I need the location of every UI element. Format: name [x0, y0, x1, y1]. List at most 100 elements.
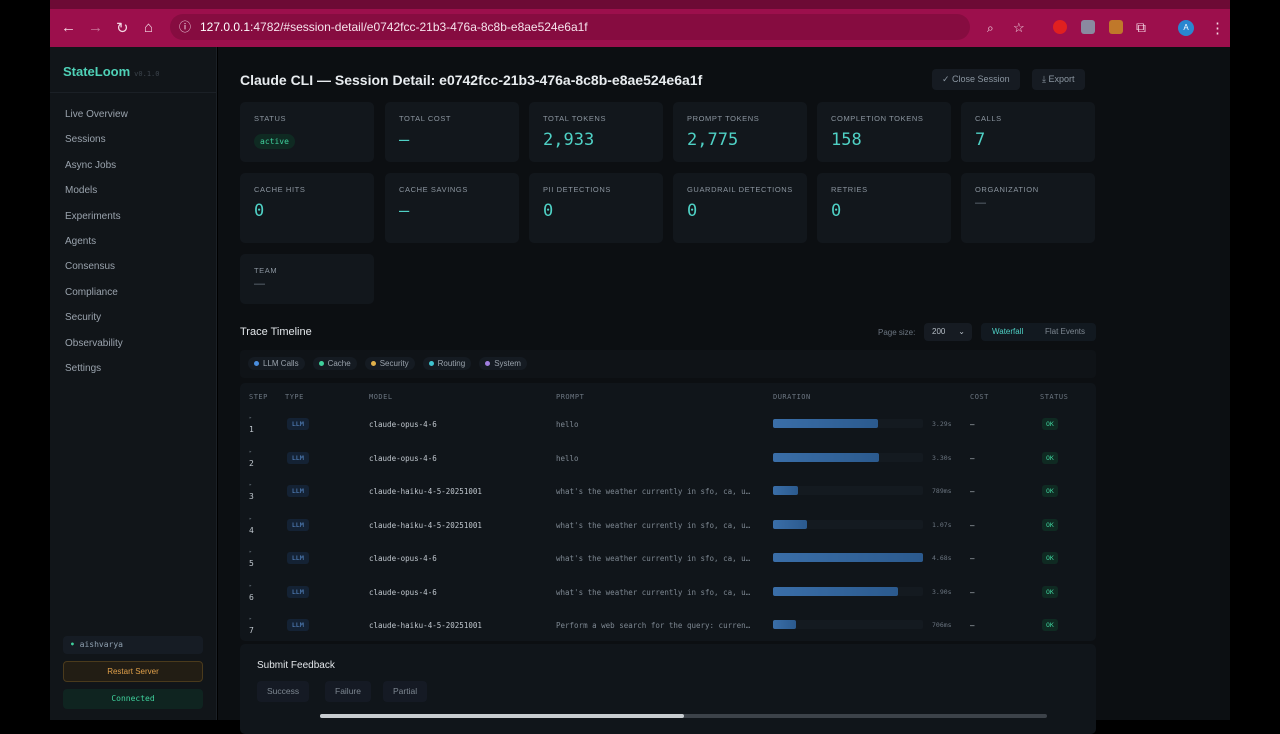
- feedback-success-button[interactable]: Success: [257, 681, 310, 702]
- stat-value: 0: [543, 201, 554, 221]
- expand-icon[interactable]: ▸: [249, 549, 253, 555]
- sidebar-item-live-overview[interactable]: Live Overview: [65, 109, 128, 120]
- column-header-duration: DURATION: [773, 393, 811, 401]
- sidebar-item-compliance[interactable]: Compliance: [65, 286, 118, 298]
- model-name: claude-haiku-4-5-20251001: [369, 621, 482, 630]
- table-row[interactable]: ▸ 2 LLM claude-opus-4-6 hello 3.30s — OK: [240, 444, 1096, 477]
- extension-icon[interactable]: [1109, 20, 1123, 34]
- stat-card-calls: CALLS 7: [961, 102, 1095, 162]
- expand-icon[interactable]: ▸: [249, 448, 253, 455]
- restart-server-button[interactable]: Restart Server: [63, 661, 203, 682]
- export-button[interactable]: ⤓ Export: [1032, 69, 1085, 90]
- tab-flat-events[interactable]: Flat Events: [1045, 327, 1086, 336]
- stat-card-completion-tokens: COMPLETION TOKENS 158: [817, 102, 951, 162]
- profile-avatar[interactable]: A: [1178, 20, 1194, 36]
- type-badge: LLM: [287, 485, 309, 497]
- duration-bar-fill: [773, 486, 799, 495]
- page-title: Claude CLI — Session Detail: e0742fcc-21…: [240, 72, 703, 88]
- sidebar-item-agents[interactable]: Agents: [65, 235, 97, 247]
- status-badge: OK: [1042, 552, 1058, 564]
- sidebar-item-sessions[interactable]: Sessions: [65, 134, 106, 146]
- info-icon: ⓘ: [179, 20, 192, 34]
- duration-bar-fill: [773, 586, 898, 596]
- user-name: aishvarya: [79, 640, 123, 649]
- score-slider[interactable]: [320, 714, 1047, 718]
- legend-system[interactable]: System: [479, 357, 527, 370]
- table-row[interactable]: ▸ 4 LLM claude-haiku-4-5-20251001 what's the…: [240, 511, 1096, 544]
- url-host: 127.0.0.1: [200, 20, 251, 34]
- zoom-icon[interactable]: ⌕: [987, 21, 994, 35]
- expand-icon[interactable]: ▸: [249, 515, 253, 522]
- version: v0.1.0: [134, 70, 160, 78]
- legend-security[interactable]: Security: [364, 357, 415, 370]
- prompt-text: hello: [556, 420, 579, 429]
- sidebar-item-settings[interactable]: Settings: [65, 362, 102, 374]
- page-size-select[interactable]: 200 ⌄: [924, 323, 972, 341]
- back-icon[interactable]: ←: [61, 19, 76, 36]
- stat-card-prompt-tokens: PROMPT TOKENS 2,775: [673, 102, 807, 162]
- forward-icon[interactable]: →: [88, 19, 103, 36]
- stat-value: —: [254, 278, 265, 290]
- duration-bar-track: [773, 586, 923, 596]
- reload-icon[interactable]: ↻: [116, 20, 129, 37]
- type-badge: LLM: [287, 552, 309, 564]
- legend-dot: [485, 361, 491, 366]
- table-row[interactable]: ▸ 1 LLM claude-opus-4-6 hello 3.29s — OK: [240, 410, 1096, 443]
- tab-waterfall[interactable]: Waterfall: [992, 327, 1024, 336]
- cost-value: —: [970, 453, 975, 463]
- expand-icon[interactable]: ▸: [249, 616, 253, 622]
- status-badge: OK: [1042, 619, 1058, 631]
- duration-value: 3.29s: [932, 420, 952, 428]
- legend-cache[interactable]: Cache: [312, 357, 357, 370]
- sidebar-item-async-jobs[interactable]: Async Jobs: [65, 159, 117, 171]
- stat-value: 0: [254, 201, 265, 221]
- table-row[interactable]: ▸ 6 LLM claude-opus-4-6 what's the weather c…: [240, 578, 1096, 611]
- legend-routing[interactable]: Routing: [422, 357, 472, 370]
- duration-bar-track: [773, 452, 923, 462]
- table-row[interactable]: ▸ 7 LLM claude-haiku-4-5-20251001 Perform a …: [240, 611, 1096, 644]
- model-name: claude-opus-4-6: [369, 554, 437, 563]
- legend-label: Security: [379, 359, 409, 368]
- stat-label: TEAM: [254, 266, 278, 275]
- legend-dot: [318, 361, 324, 366]
- stat-value: 0: [687, 201, 698, 221]
- feedback-partial-button[interactable]: Partial: [383, 681, 428, 702]
- stat-card-cache-savings: CACHE SAVINGS —: [385, 173, 519, 243]
- expand-icon[interactable]: ▸: [249, 582, 253, 589]
- legend-llm-calls[interactable]: LLM Calls: [248, 357, 305, 370]
- table-row[interactable]: ▸ 5 LLM claude-opus-4-6 what's the weather c…: [240, 544, 1096, 577]
- sidebar-item-experiments[interactable]: Experiments: [65, 210, 121, 222]
- model-name: claude-haiku-4-5-20251001: [369, 520, 482, 530]
- stat-value: 158: [831, 130, 862, 150]
- home-icon[interactable]: ⌂: [144, 19, 154, 36]
- prompt-text: what's the weather currently in sfo, ca,…: [556, 520, 751, 530]
- stat-label: COMPLETION TOKENS: [831, 114, 924, 123]
- sidebar-item-models[interactable]: Models: [65, 185, 98, 197]
- stat-label: PII DETECTIONS: [543, 185, 611, 194]
- extensions-puzzle-icon[interactable]: ⧉: [1136, 19, 1146, 35]
- sidebar-item-security[interactable]: Security: [65, 312, 102, 324]
- feedback-failure-button[interactable]: Failure: [325, 681, 371, 702]
- stat-value: 2,933: [543, 130, 595, 150]
- close-session-button[interactable]: ✓ Close Session: [932, 69, 1020, 90]
- step-number: 2: [249, 458, 254, 468]
- expand-icon[interactable]: ▸: [249, 482, 253, 488]
- browser-toolbar: ← → ↻ ⌂ ⓘ 127.0.0.1:4782/#session-detail/…: [50, 0, 1230, 47]
- legend-label: Routing: [437, 359, 466, 368]
- chevron-down-icon: ⌄: [958, 327, 965, 336]
- stat-label: ORGANIZATION: [975, 185, 1039, 194]
- sidebar-item-observability[interactable]: Observability: [65, 337, 123, 349]
- menu-icon[interactable]: ⋮: [1210, 20, 1225, 37]
- expand-icon[interactable]: ▸: [249, 415, 253, 421]
- cost-value: —: [970, 487, 975, 496]
- address-bar[interactable]: ⓘ 127.0.0.1:4782/#session-detail/e0742fcc…: [170, 14, 970, 40]
- model-name: claude-opus-4-6: [369, 453, 437, 463]
- extension-icon[interactable]: [1053, 20, 1067, 34]
- extension-icon[interactable]: [1081, 20, 1095, 34]
- column-header-type: TYPE: [285, 393, 304, 401]
- table-row[interactable]: ▸ 3 LLM claude-haiku-4-5-20251001 what's the…: [240, 477, 1096, 510]
- feedback-panel: Submit Feedback Success Failure Partial: [240, 644, 1096, 734]
- bookmark-star-icon[interactable]: ☆: [1013, 20, 1025, 35]
- stat-value: —: [975, 197, 986, 209]
- sidebar-item-consensus[interactable]: Consensus: [65, 261, 116, 273]
